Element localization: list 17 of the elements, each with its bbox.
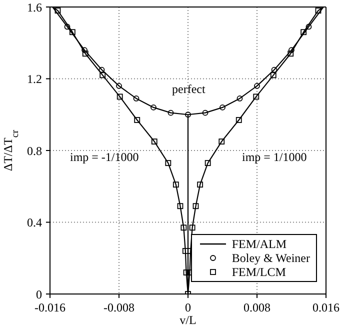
x-tick-label: 0.008	[244, 300, 270, 315]
y-tick-label: 1.2	[27, 72, 42, 86]
legend-label: Boley & Weiner	[232, 251, 310, 265]
legend-label: FEM/ALM	[232, 237, 287, 251]
x-axis-title: v/L	[180, 313, 196, 327]
annotation: perfect	[172, 82, 206, 97]
x-tick-label: -0.008	[104, 300, 134, 315]
x-tick-label: 0	[185, 300, 191, 315]
y-tick-label: 0.8	[27, 144, 42, 158]
x-tick-label: 0.016	[312, 300, 340, 315]
y-tick-label: 0	[36, 287, 42, 302]
y-tick-label: 0.4	[27, 216, 42, 230]
legend-label: FEM/LCM	[232, 265, 286, 279]
annotation: imp = 1/1000	[242, 150, 307, 165]
x-tick-label: -0.016	[34, 300, 66, 315]
annotation: imp = -1/1000	[70, 150, 139, 165]
y-tick-label: 1.6	[27, 0, 42, 14]
